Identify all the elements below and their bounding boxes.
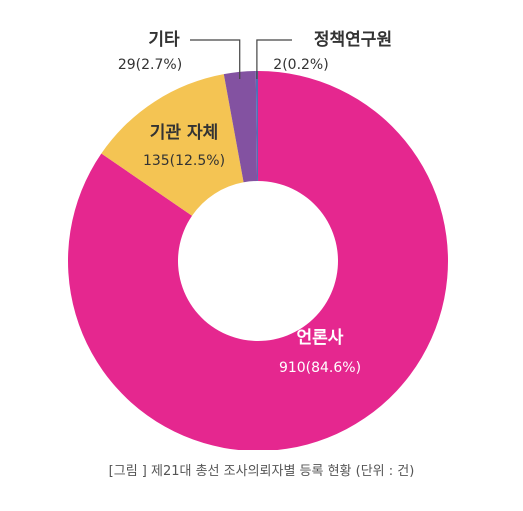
slice-value-3: 29(2.7%) xyxy=(118,57,182,73)
callout-line-3 xyxy=(190,39,241,79)
slice-label-3: 기타 xyxy=(148,30,180,50)
slice-label-2: 기관 자체 xyxy=(150,123,218,143)
slice-4 xyxy=(255,71,258,182)
slice-2 xyxy=(101,74,244,216)
slice-label-4: 정책연구원 xyxy=(314,30,392,50)
slice-value-4: 2(0.2%) xyxy=(273,57,328,73)
slice-value-1: 910(84.6%) xyxy=(279,360,361,376)
slice-1 xyxy=(68,71,449,450)
donut-chart: 언론사 910(84.6%) 기관 자체 135(12.5%) 기타 29(2.7%) 정책… xyxy=(68,30,449,450)
slice-label-1: 언론사 xyxy=(297,328,344,348)
slice-3 xyxy=(223,71,258,183)
callout-line-4 xyxy=(256,39,292,79)
figure-caption: [그림 ] 제21대 총선 조사의뢰자별 등록 현황 (단위 : 건) xyxy=(108,464,415,479)
slice-value-2: 135(12.5%) xyxy=(143,153,225,169)
